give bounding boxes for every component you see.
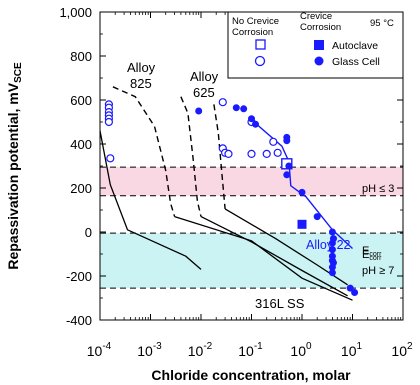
data-point-filled-circle	[313, 213, 321, 221]
data-point-filled-circle	[351, 289, 359, 296]
data-point-open-circle	[218, 98, 227, 107]
solid-line-2	[200, 216, 348, 297]
data-point-filled-square	[297, 219, 307, 229]
y-tick-label: 600	[70, 93, 92, 108]
x-tick-label: 102	[391, 341, 413, 359]
legend-autoclave-label: Autoclave	[332, 40, 378, 52]
data-point-filled-circle	[240, 105, 248, 113]
legend-col2-header-line1: Crevice	[300, 11, 332, 22]
data-point-open-circle	[273, 148, 282, 157]
legend: No Crevice Corrosion Crevice Corrosion 9…	[227, 11, 404, 79]
x-tick-label: 10-4	[87, 341, 112, 359]
legend-col1-header-line2: Corrosion	[232, 27, 273, 38]
data-point-filled-circle	[251, 120, 259, 128]
ecorr-bottom-label: Ecorr	[362, 249, 382, 262]
shaded-band-0	[100, 167, 403, 196]
alloy625-label-line2: 625	[193, 85, 215, 100]
grid-lines-layer	[100, 166, 403, 289]
y-tick-label: 400	[70, 137, 92, 152]
solid-line-0	[99, 130, 202, 270]
dashed-curve-1	[180, 96, 202, 217]
ecorr-top-ph: pH ≤ 3	[362, 183, 394, 195]
data-point-filled-circle	[346, 284, 354, 292]
legend-open-circle-icon	[254, 55, 266, 67]
legend-filled-circle-icon	[314, 56, 324, 66]
dashed-curve-2	[213, 104, 226, 209]
x-tick-label: 10-3	[137, 341, 162, 359]
data-point-filled-circle	[283, 137, 291, 145]
x-tick-label: 101	[341, 341, 363, 359]
x-tick-label: 10-1	[238, 341, 263, 359]
data-point-filled-circle	[298, 188, 306, 196]
y-tick-label: 200	[70, 181, 92, 196]
y-tick-label: 0	[85, 225, 92, 240]
data-point-open-circle	[247, 149, 256, 158]
data-point-open-circle	[269, 137, 278, 146]
data-point-open-circle	[104, 117, 113, 127]
data-point-filled-circle	[328, 246, 336, 254]
bands-layer	[100, 167, 403, 289]
ss316-label: 316L SS	[255, 296, 305, 311]
ecorr-bottom-ph: pH ≥ 7	[362, 265, 394, 277]
legend-open-square-icon	[255, 39, 266, 50]
alloy22-label: Alloy 22	[306, 238, 351, 252]
ecorr-top-label: Ecorr	[362, 245, 382, 258]
data-point-open-circle	[262, 149, 271, 158]
data-point-open-circle	[106, 154, 115, 163]
data-point-filled-circle	[248, 115, 255, 123]
data-point-filled-circle	[232, 104, 240, 112]
solid-line-1	[174, 215, 353, 301]
y-tick-label: 1,000	[59, 5, 92, 20]
markers-layer	[104, 98, 359, 296]
legend-col2-header-line2: Corrosion	[300, 22, 341, 33]
legend-glasscell-label: Glass Cell	[332, 56, 380, 68]
alloy825-label-line2: 825	[130, 76, 152, 91]
dashed-curve-0	[112, 86, 176, 217]
data-point-open-circle	[224, 149, 233, 158]
legend-filled-square-icon	[314, 40, 324, 50]
x-tick-label: 100	[290, 341, 312, 359]
x-tick-label: 10-2	[188, 341, 213, 359]
data-point-filled-circle	[329, 259, 337, 267]
data-point-filled-circle	[328, 269, 336, 277]
y-tick-label: -200	[66, 269, 92, 284]
legend-col1-header-line1: No Crevice	[232, 16, 279, 27]
y-axis-title: Repassivation potential, mVSCE	[5, 62, 24, 270]
data-point-filled-circle	[195, 107, 203, 115]
data-point-filled-circle	[328, 228, 336, 236]
y-tick-label: 800	[70, 49, 92, 64]
x-axis-title: Chloride concentration, molar	[151, 367, 351, 383]
alloy825-label-line1: Alloy	[127, 60, 156, 75]
data-point-filled-circle	[329, 235, 337, 243]
data-point-filled-circle	[283, 171, 291, 179]
legend-temp: 95 °C	[370, 18, 394, 29]
alloy625-label-line1: Alloy	[190, 69, 219, 84]
data-point-filled-circle	[285, 162, 293, 170]
y-tick-label: -400	[66, 313, 92, 328]
dashed-curves-layer	[112, 86, 226, 217]
